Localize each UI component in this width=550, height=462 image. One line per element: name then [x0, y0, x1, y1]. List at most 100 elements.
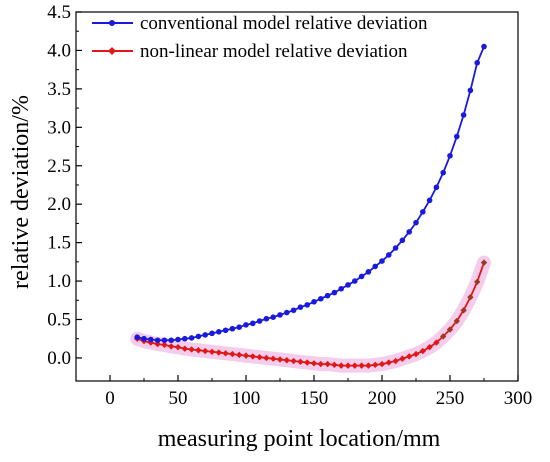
data-point-conventional: [447, 152, 453, 159]
data-point-nonlinear: [310, 360, 318, 367]
data-point-nonlinear: [236, 351, 243, 359]
data-point-conventional: [243, 322, 249, 328]
data-point-conventional: [460, 112, 467, 118]
data-point-nonlinear: [440, 333, 447, 340]
data-point-nonlinear: [351, 362, 358, 369]
data-point-nonlinear: [229, 350, 236, 358]
data-point-conventional: [386, 252, 392, 258]
data-point-nonlinear: [181, 345, 188, 352]
y-axis-title: relative deviation/%: [8, 95, 34, 289]
y-tick-label: 3.0: [47, 117, 71, 138]
data-point-nonlinear: [467, 294, 474, 301]
data-point-nonlinear: [263, 354, 270, 362]
y-tick-label: 1.0: [47, 271, 71, 292]
data-point-nonlinear: [453, 317, 460, 325]
data-point-conventional: [426, 197, 433, 204]
data-point-nonlinear: [385, 359, 392, 366]
data-point-conventional: [440, 169, 447, 176]
data-point-nonlinear: [392, 357, 399, 365]
data-point-nonlinear: [208, 348, 216, 355]
data-point-conventional: [290, 307, 297, 314]
y-tick-label: 2.5: [47, 156, 71, 177]
data-point-nonlinear: [242, 352, 250, 359]
legend: conventional model relative deviation no…: [92, 13, 428, 62]
data-point-nonlinear: [249, 353, 256, 360]
data-point-conventional: [345, 282, 351, 288]
data-point-nonlinear: [378, 360, 386, 368]
data-point-nonlinear: [222, 350, 229, 357]
legend-marker-conventional: [109, 20, 115, 26]
data-point-conventional: [331, 289, 338, 296]
data-point-nonlinear: [358, 362, 365, 369]
data-point-conventional: [216, 329, 222, 335]
data-point-nonlinear: [317, 360, 324, 368]
data-point-conventional: [148, 336, 154, 343]
data-point-nonlinear: [195, 347, 202, 354]
data-point-conventional: [175, 336, 181, 343]
data-point-conventional: [134, 334, 140, 340]
data-point-conventional: [209, 330, 215, 337]
x-tick-label: 0: [105, 388, 115, 409]
series-line-nonlinear: [136, 262, 485, 367]
data-point-nonlinear: [297, 358, 304, 365]
data-point-nonlinear: [202, 347, 209, 355]
data-point-conventional: [420, 209, 426, 215]
data-point-nonlinear: [188, 346, 195, 353]
data-point-conventional: [392, 245, 399, 251]
legend-entry-conventional: conventional model relative deviation: [92, 13, 428, 34]
data-point-nonlinear: [480, 259, 488, 266]
y-tick-label: 3.5: [47, 79, 71, 100]
plot-frame: [75, 11, 519, 382]
data-point-nonlinear: [365, 362, 372, 369]
x-tick-label: 50: [169, 388, 188, 409]
data-point-conventional: [338, 285, 345, 292]
data-point-conventional: [256, 318, 263, 324]
data-point-nonlinear: [331, 361, 338, 369]
x-tick-label: 100: [232, 388, 261, 409]
data-point-nonlinear: [283, 357, 290, 364]
data-point-conventional: [372, 263, 379, 270]
data-point-conventional: [229, 325, 236, 332]
data-point-conventional: [277, 312, 283, 318]
data-point-nonlinear: [419, 347, 426, 355]
data-point-conventional: [481, 43, 487, 50]
series-line-conventional: [137, 46, 485, 342]
data-point-conventional: [284, 309, 290, 316]
legend-label-nonlinear: non-linear model relative deviation: [140, 41, 408, 62]
y-tick-label: 4.5: [47, 2, 71, 23]
data-point-nonlinear: [256, 353, 263, 361]
y-tick-label: 0.5: [47, 310, 71, 331]
data-point-conventional: [195, 333, 202, 340]
data-point-nonlinear: [412, 350, 420, 358]
data-point-conventional: [311, 299, 317, 305]
data-point-conventional: [474, 59, 481, 66]
data-point-nonlinear: [290, 357, 297, 365]
data-point-conventional: [161, 337, 168, 344]
data-point-nonlinear: [426, 343, 433, 351]
data-point-conventional: [236, 324, 242, 330]
data-point-nonlinear: [276, 356, 284, 363]
data-point-nonlinear: [399, 355, 406, 362]
series-layer: [134, 43, 488, 369]
data-point-conventional: [413, 219, 419, 226]
data-point-conventional: [263, 315, 270, 322]
data-point-conventional: [467, 87, 474, 94]
data-point-conventional: [358, 273, 365, 280]
data-point-conventional: [454, 133, 460, 140]
legend-marker-nonlinear: [108, 47, 116, 55]
data-point-nonlinear: [446, 326, 454, 333]
legend-label-conventional: conventional model relative deviation: [140, 13, 428, 34]
series-conventional: [134, 43, 487, 344]
data-point-nonlinear: [338, 362, 345, 369]
data-point-conventional: [352, 278, 358, 284]
data-point-conventional: [182, 335, 188, 342]
y-tick-label: 0.0: [47, 348, 71, 369]
x-tick-label: 250: [436, 388, 465, 409]
data-point-conventional: [202, 332, 208, 338]
data-point-conventional: [324, 292, 331, 299]
tick-layer: 0 50 100 150 200 250 300 0.0 0.5 1.0 1.5 2.0 2.5 3.0 3…: [47, 2, 532, 409]
data-point-nonlinear: [344, 362, 352, 369]
data-point-nonlinear: [174, 343, 182, 351]
data-point-nonlinear: [433, 339, 440, 346]
